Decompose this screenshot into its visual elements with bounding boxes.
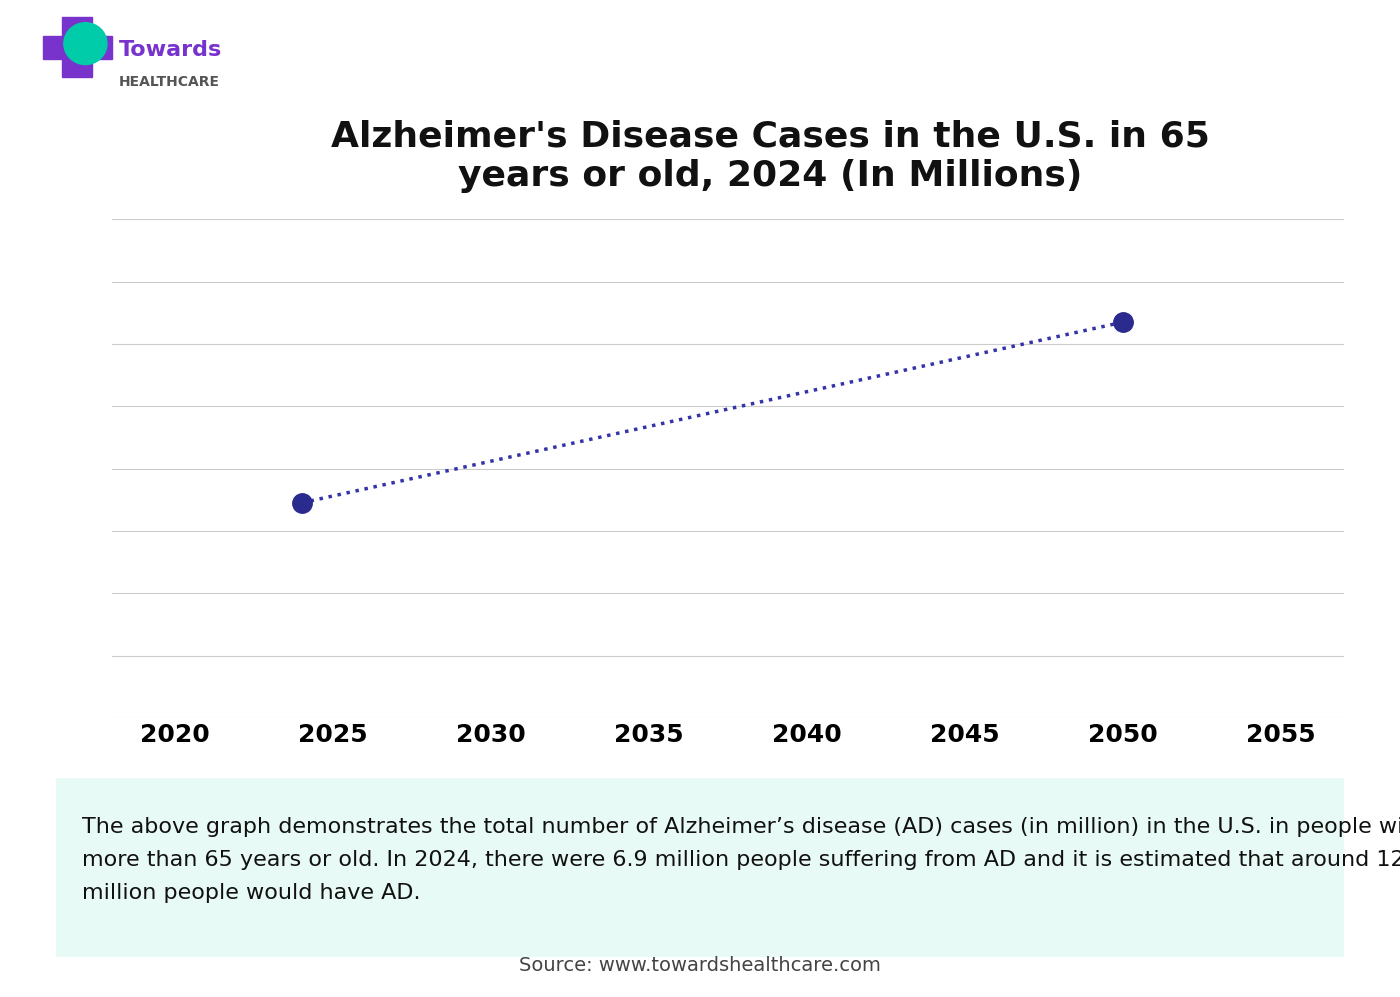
Text: The above graph demonstrates the total number of Alzheimer’s disease (AD) cases : The above graph demonstrates the total n… xyxy=(81,818,1400,902)
Text: Source: www.towardshealthcare.com: Source: www.towardshealthcare.com xyxy=(519,956,881,975)
Bar xyxy=(43,36,112,59)
Text: HEALTHCARE: HEALTHCARE xyxy=(119,75,220,89)
Text: Alzheimer's Disease Cases in the U.S. in 65
years or old, 2024 (In Millions): Alzheimer's Disease Cases in the U.S. in… xyxy=(330,120,1210,193)
Circle shape xyxy=(64,23,106,65)
Bar xyxy=(62,18,91,78)
Text: Towards: Towards xyxy=(119,40,223,60)
FancyBboxPatch shape xyxy=(43,776,1357,959)
